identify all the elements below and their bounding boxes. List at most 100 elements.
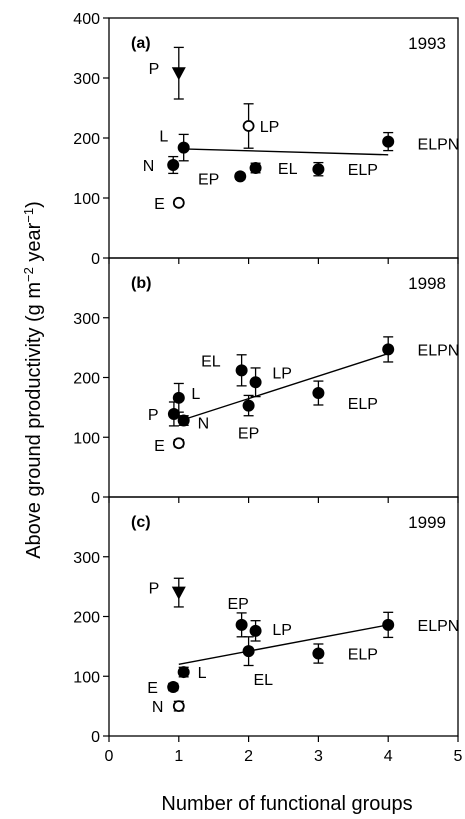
point-label: E <box>147 680 158 697</box>
panel-year: 1998 <box>408 274 446 293</box>
trend-line <box>178 624 389 665</box>
y-axis-title-part: ) <box>23 201 45 208</box>
open-marker <box>172 700 185 713</box>
data-point-ep: EP <box>238 394 259 443</box>
point-label: LP <box>272 622 292 639</box>
point-label: E <box>154 196 165 213</box>
open-marker <box>172 196 185 209</box>
y-axis-title-superscript: −2 <box>21 267 36 282</box>
y-tick-label: 300 <box>73 71 100 88</box>
x-tick-label: 4 <box>384 748 393 765</box>
y-axis-title-part: Above ground productivity (g m <box>23 282 45 559</box>
x-tick-label: 1 <box>174 748 183 765</box>
point-label: L <box>159 129 168 146</box>
filled-marker <box>172 391 185 404</box>
filled-marker <box>249 624 262 637</box>
y-tick-label: 300 <box>73 311 100 328</box>
panel-1: 0 100 200 300 400 (a) 1993 P LP ELPN LN EL ELP EP E <box>73 11 459 268</box>
filled-marker <box>312 647 325 660</box>
y-tick-label: 200 <box>73 610 100 627</box>
data-point-lp: LP <box>249 365 292 398</box>
data-point-ep: EP <box>198 170 247 188</box>
point-label: ELPN <box>418 137 460 154</box>
x-tick-label: 3 <box>314 748 323 765</box>
filled-marker <box>382 618 395 631</box>
data-point-el: EL <box>201 353 248 387</box>
data-point-n: N <box>143 155 180 175</box>
data-point-l: L <box>177 665 207 682</box>
point-label: EP <box>198 171 219 188</box>
data-point-elpn: ELPN <box>382 131 460 154</box>
point-label: LP <box>272 365 292 382</box>
y-tick-label: 400 <box>73 11 100 28</box>
data-point-p: P <box>149 46 186 100</box>
filled-marker <box>167 159 180 171</box>
point-label: N <box>152 699 164 716</box>
panel-2: 0 100 200 300 (b) 1998 ELPN EL LP L ELP EP P N E <box>73 257 460 507</box>
y-axis-title: Above ground productivity (g m−2 year−1) <box>21 201 46 559</box>
x-tick-label: 0 <box>105 748 114 765</box>
point-label: ELP <box>348 647 378 664</box>
point-label: EP <box>238 426 259 443</box>
point-label: ELP <box>348 396 378 413</box>
y-tick-label: 200 <box>73 371 100 388</box>
data-point-p: P <box>149 577 186 608</box>
data-point-e: E <box>154 437 185 455</box>
filled-marker <box>242 645 255 658</box>
triangle-marker <box>171 67 186 81</box>
filled-marker <box>249 162 262 174</box>
data-point-elp: ELP <box>312 380 378 413</box>
y-axis-title-part: year <box>23 222 45 267</box>
open-marker <box>172 437 185 450</box>
filled-marker <box>382 343 395 356</box>
trend-line <box>178 352 389 422</box>
data-point-el: EL <box>242 636 273 689</box>
open-marker <box>242 120 255 132</box>
data-point-el: EL <box>249 161 298 178</box>
data-point-lp: LP <box>249 620 292 642</box>
filled-marker <box>177 666 190 679</box>
data-point-n: N <box>177 414 210 433</box>
point-label: L <box>191 386 200 403</box>
filled-marker <box>249 376 262 389</box>
filled-marker <box>235 618 248 631</box>
data-point-e: E <box>147 680 180 697</box>
point-label: ELPN <box>418 342 460 359</box>
point-label: P <box>149 581 160 598</box>
panel-year: 1993 <box>408 34 446 53</box>
y-axis-title-superscript: −1 <box>21 208 36 223</box>
point-label: EL <box>278 161 298 178</box>
point-label: EP <box>227 596 248 613</box>
point-label: N <box>143 158 155 175</box>
trend-line <box>178 148 389 156</box>
x-axis-title: Number of functional groups <box>161 793 412 815</box>
point-label: ELPN <box>418 618 460 635</box>
data-point-elpn: ELPN <box>382 611 460 639</box>
y-tick-label: 200 <box>73 131 100 148</box>
filled-marker <box>312 163 325 176</box>
point-label: P <box>148 407 159 424</box>
panel-tag: (a) <box>131 35 151 52</box>
point-label: N <box>198 416 210 433</box>
data-point-elpn: ELPN <box>382 336 460 363</box>
filled-marker <box>382 135 395 148</box>
filled-marker <box>235 364 248 377</box>
data-point-p: P <box>148 401 180 427</box>
y-tick-label: 100 <box>73 669 100 686</box>
data-point-e: E <box>154 196 185 213</box>
x-tick-label: 5 <box>454 748 463 765</box>
y-tick-label: 0 <box>91 251 100 268</box>
filled-marker <box>177 414 190 427</box>
filled-marker <box>177 141 190 154</box>
data-point-elp: ELP <box>312 161 378 179</box>
point-label: ELP <box>348 162 378 179</box>
y-tick-label: 0 <box>91 490 100 507</box>
panel-tag: (c) <box>131 514 151 531</box>
filled-marker <box>312 387 325 400</box>
data-point-elp: ELP <box>312 643 378 664</box>
y-tick-label: 100 <box>73 430 100 447</box>
point-label: LP <box>260 119 280 136</box>
y-tick-label: 0 <box>91 729 100 746</box>
